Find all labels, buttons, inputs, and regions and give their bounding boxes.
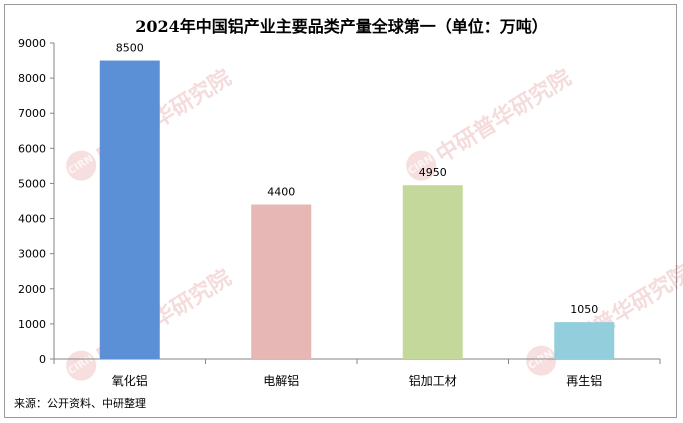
y-tick-label: 0 — [39, 353, 46, 366]
y-tick-label: 2000 — [18, 283, 46, 296]
data-label: 1050 — [570, 303, 598, 316]
y-tick-label: 9000 — [18, 37, 46, 50]
y-tick-label: 3000 — [18, 248, 46, 261]
y-tick-label: 6000 — [18, 142, 46, 155]
bar — [402, 185, 463, 359]
source-note: 来源：公开资料、中研整理 — [14, 397, 146, 410]
bar — [554, 322, 615, 359]
chart-title: 2024年中国铝产业主要品类产量全球第一（单位：万吨） — [135, 17, 548, 36]
bar — [251, 204, 312, 359]
x-category-label: 铝加工材 — [409, 373, 457, 388]
y-tick-label: 1000 — [18, 318, 46, 331]
y-tick-label: 7000 — [18, 107, 46, 120]
y-tick-label: 4000 — [18, 213, 46, 226]
y-tick-label: 8000 — [18, 72, 46, 85]
bar — [99, 60, 160, 360]
x-category-label: 氧化铝 — [112, 373, 148, 388]
x-category-label: 电解铝 — [263, 373, 299, 388]
data-label: 8500 — [116, 42, 144, 55]
x-category-label: 再生铝 — [566, 373, 602, 388]
y-tick-label: 5000 — [18, 177, 46, 190]
data-label: 4950 — [419, 166, 447, 179]
data-label: 4400 — [267, 186, 295, 199]
